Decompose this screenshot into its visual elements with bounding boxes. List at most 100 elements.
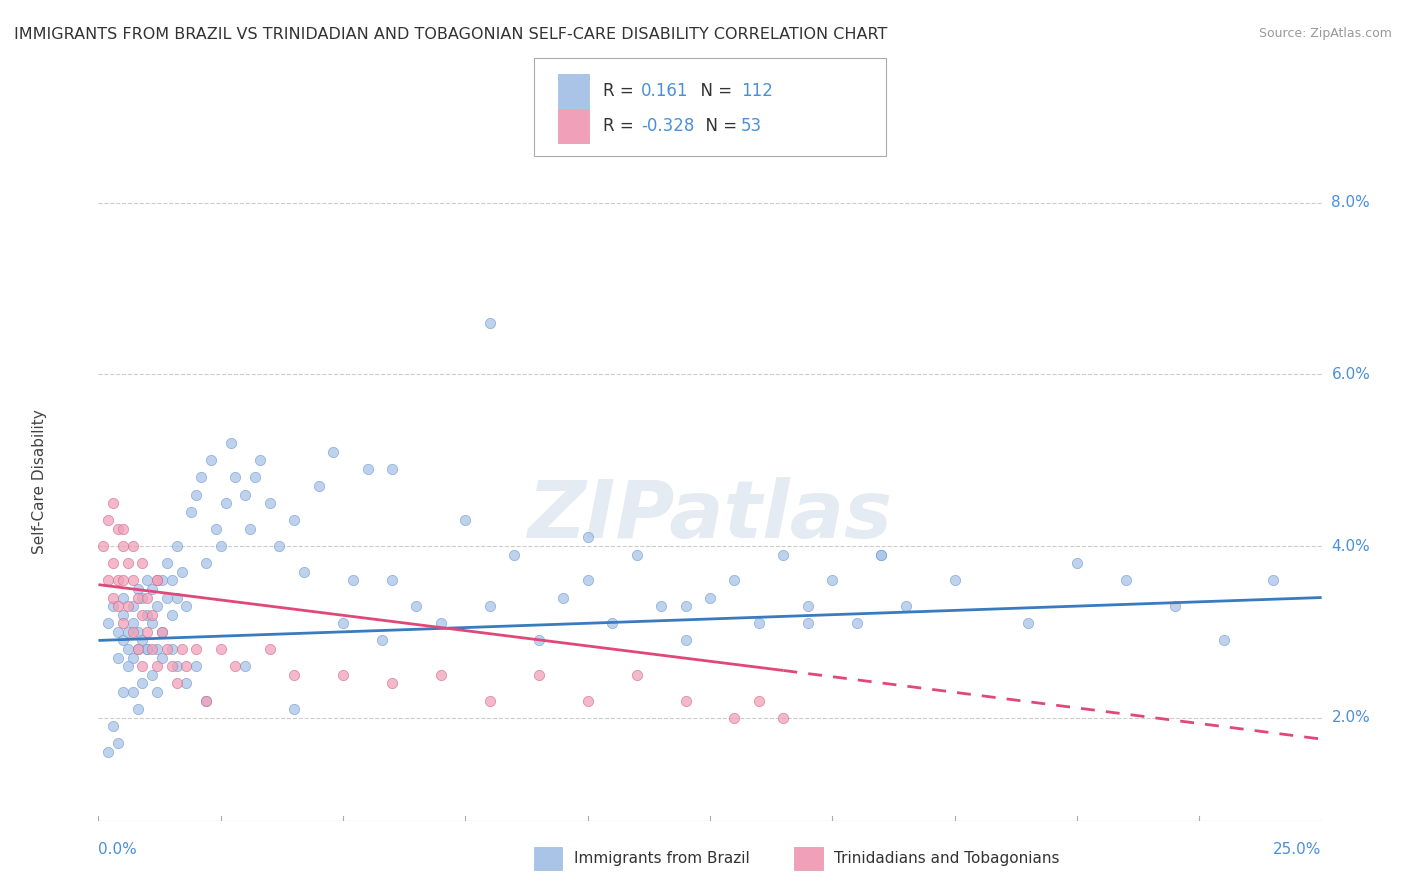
Point	[150, 650, 173, 665]
Point	[107, 574, 129, 588]
Point	[332, 616, 354, 631]
Point	[430, 667, 453, 681]
Point	[127, 642, 149, 657]
Point	[97, 616, 120, 631]
Point	[292, 565, 315, 579]
Point	[576, 531, 599, 545]
Point	[176, 676, 198, 690]
Point	[117, 659, 139, 673]
Text: 25.0%: 25.0%	[1274, 842, 1322, 857]
Point	[650, 599, 672, 613]
Point	[195, 693, 218, 707]
Point	[503, 548, 526, 562]
Point	[146, 659, 169, 673]
Point	[107, 736, 129, 750]
Point	[107, 522, 129, 536]
Point	[478, 599, 501, 613]
Point	[146, 574, 169, 588]
Point	[91, 539, 114, 553]
Point	[150, 624, 173, 639]
Point	[150, 574, 173, 588]
Point	[101, 496, 124, 510]
Point	[405, 599, 427, 613]
Point	[136, 574, 159, 588]
Text: 4.0%: 4.0%	[1331, 539, 1371, 554]
Point	[356, 462, 378, 476]
Point	[371, 633, 394, 648]
Point	[170, 642, 193, 657]
Point	[195, 556, 218, 570]
Point	[117, 599, 139, 613]
Point	[166, 539, 188, 553]
Point	[243, 470, 266, 484]
Text: 53: 53	[741, 117, 762, 135]
Point	[797, 616, 820, 631]
Point	[576, 574, 599, 588]
Point	[141, 642, 163, 657]
Point	[845, 616, 868, 631]
Text: IMMIGRANTS FROM BRAZIL VS TRINIDADIAN AND TOBAGONIAN SELF-CARE DISABILITY CORREL: IMMIGRANTS FROM BRAZIL VS TRINIDADIAN AN…	[14, 27, 887, 42]
Point	[121, 685, 143, 699]
Point	[283, 667, 305, 681]
Point	[111, 607, 134, 622]
Point	[527, 633, 550, 648]
Text: R =: R =	[603, 82, 640, 100]
Text: 2.0%: 2.0%	[1331, 710, 1371, 725]
Point	[186, 487, 208, 501]
Point	[166, 676, 188, 690]
Point	[111, 633, 134, 648]
Point	[381, 574, 404, 588]
Point	[121, 599, 143, 613]
Text: 0.0%: 0.0%	[98, 842, 138, 857]
Point	[150, 624, 173, 639]
Point	[117, 642, 139, 657]
Point	[283, 702, 305, 716]
Text: Immigrants from Brazil: Immigrants from Brazil	[574, 851, 749, 866]
Point	[111, 616, 134, 631]
Text: R =: R =	[603, 117, 640, 135]
Point	[127, 582, 149, 596]
Point	[117, 556, 139, 570]
Point	[699, 591, 721, 605]
Point	[626, 667, 648, 681]
Point	[111, 685, 134, 699]
Point	[156, 591, 179, 605]
Point	[127, 702, 149, 716]
Point	[675, 693, 697, 707]
Point	[131, 676, 153, 690]
Point	[166, 591, 188, 605]
Point	[870, 548, 893, 562]
Point	[156, 642, 179, 657]
Point	[101, 556, 124, 570]
Point	[131, 607, 153, 622]
Point	[121, 616, 143, 631]
Point	[943, 574, 966, 588]
Point	[107, 599, 129, 613]
Point	[209, 642, 232, 657]
Point	[626, 548, 648, 562]
Text: N =: N =	[690, 82, 738, 100]
Point	[233, 487, 256, 501]
Point	[1212, 633, 1234, 648]
Point	[141, 616, 163, 631]
Point	[131, 556, 153, 570]
Point	[121, 650, 143, 665]
Point	[478, 693, 501, 707]
Point	[170, 565, 193, 579]
Point	[180, 505, 202, 519]
Point	[200, 453, 222, 467]
Text: N =: N =	[695, 117, 742, 135]
Point	[553, 591, 575, 605]
Point	[430, 616, 453, 631]
Point	[136, 642, 159, 657]
Point	[131, 633, 153, 648]
Point	[249, 453, 271, 467]
Point	[454, 513, 477, 527]
Point	[160, 607, 183, 622]
Point	[723, 574, 745, 588]
Point	[97, 574, 120, 588]
Point	[101, 599, 124, 613]
Point	[136, 642, 159, 657]
Point	[205, 522, 228, 536]
Point	[259, 496, 281, 510]
